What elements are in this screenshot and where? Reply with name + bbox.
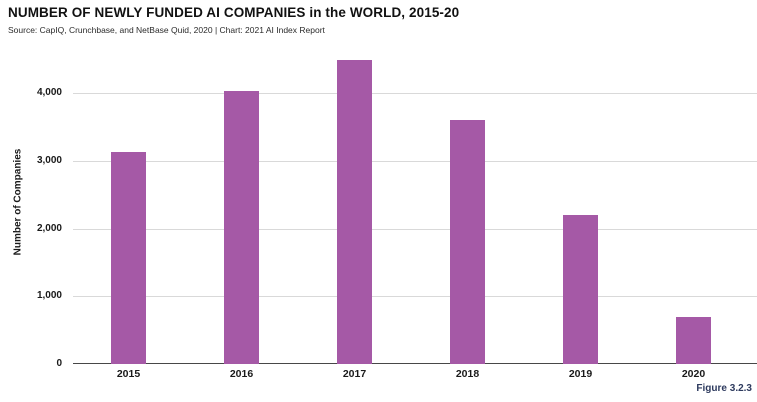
grid-line [73, 160, 757, 162]
x-tick-label: 2017 [342, 368, 367, 380]
bar-2020 [676, 317, 711, 364]
plot-area [73, 50, 757, 364]
y-tick-label: 1,000 [36, 290, 62, 302]
chart-source-line: Source: CapIQ, Crunchbase, and NetBase Q… [8, 25, 325, 35]
y-tick-label: 3,000 [36, 154, 62, 166]
bar-2016 [224, 90, 259, 364]
x-tick-label: 2016 [229, 368, 254, 380]
grid-line [73, 296, 757, 298]
bar-2017 [337, 59, 372, 364]
chart-title: NUMBER OF NEWLY FUNDED AI COMPANIES in t… [8, 5, 460, 20]
y-tick-label: 2,000 [36, 222, 62, 234]
x-tick-label: 2020 [681, 368, 706, 380]
figure-number-caption: Figure 3.2.3 [696, 383, 752, 394]
bar-2019 [563, 214, 598, 364]
x-tick-label: 2019 [568, 368, 593, 380]
x-tick-label: 2015 [116, 368, 141, 380]
x-axis-line [73, 363, 757, 364]
y-tick-label: 0 [56, 358, 62, 369]
y-tick-label: 4,000 [36, 87, 62, 98]
x-tick-label: 2018 [455, 368, 480, 380]
grid-line [73, 93, 757, 94]
bar-2018 [450, 120, 485, 364]
grid-line [73, 228, 757, 230]
bar-2015 [111, 151, 146, 364]
